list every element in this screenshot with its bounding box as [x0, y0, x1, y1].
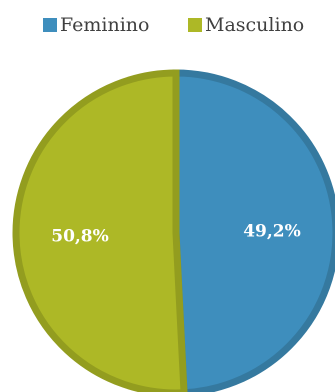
data-label-feminino: 49,2%	[243, 222, 301, 242]
pie-slices	[12, 69, 335, 392]
legend-swatch-masculino	[188, 18, 202, 32]
data-labels: 49,2% 50,8%	[51, 222, 301, 247]
legend-label-feminino: Feminino	[60, 14, 149, 36]
legend: Feminino Masculino	[43, 14, 304, 36]
legend-swatch-feminino	[43, 18, 57, 32]
pie-slice-masculino	[12, 69, 188, 392]
data-label-masculino: 50,8%	[51, 226, 109, 246]
pie-slice-feminino	[172, 69, 335, 392]
legend-label-masculino: Masculino	[205, 14, 304, 36]
